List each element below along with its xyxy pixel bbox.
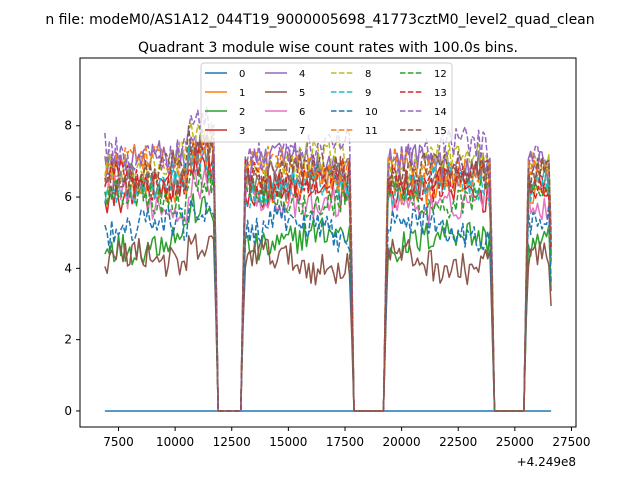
series-line-12 — [104, 166, 552, 412]
series-line-2 — [104, 193, 552, 412]
x-tick-label: 25000 — [496, 435, 534, 449]
x-tick-label: 12500 — [213, 435, 251, 449]
legend-entry: 7 — [265, 126, 305, 137]
x-tick-label: 22500 — [439, 435, 477, 449]
legend-label: 1 — [239, 88, 245, 99]
x-offset-text: +4.249e8 — [517, 455, 576, 469]
legend-entry: 11 — [331, 126, 378, 137]
y-tick-label: 6 — [64, 190, 72, 204]
legend-label: 9 — [365, 88, 371, 99]
legend-entry: 5 — [265, 88, 305, 99]
series-line-11 — [104, 138, 552, 412]
legend-label: 0 — [239, 69, 245, 80]
legend-label: 15 — [434, 126, 447, 137]
legend-frame — [200, 62, 453, 143]
series-line-15 — [104, 125, 552, 412]
y-tick-label: 4 — [64, 261, 72, 275]
series-line-13 — [104, 139, 552, 412]
legend-label: 6 — [299, 107, 305, 118]
legend-entry: 13 — [400, 88, 447, 99]
plot-area: 7500 10000 12500 15000 17500 20000 22500 25000 2… — [64, 57, 591, 469]
legend-entry: 6 — [265, 107, 305, 118]
chart-title: Quadrant 3 module wise count rates with … — [138, 40, 518, 56]
legend-label: 4 — [299, 69, 305, 80]
chart-suptitle: n file: modeM0/AS1A12_044T19_9000005698_… — [45, 12, 594, 28]
x-tick-label: 17500 — [326, 435, 364, 449]
y-tick-label: 2 — [64, 333, 72, 347]
legend-entry: 9 — [331, 88, 371, 99]
legend-label: 14 — [434, 107, 447, 118]
legend-label: 8 — [365, 69, 371, 80]
x-tick-label: 15000 — [269, 435, 307, 449]
legend-entry: 14 — [400, 107, 447, 118]
legend-label: 10 — [365, 107, 378, 118]
legend-entry: 4 — [265, 69, 305, 80]
y-axis: 0 2 4 6 8 — [64, 119, 80, 418]
legend-label: 7 — [299, 126, 305, 137]
legend-entry: 12 — [400, 69, 447, 80]
series-line-14 — [104, 106, 552, 412]
series-layer — [104, 106, 552, 412]
axes-frame — [79, 57, 577, 428]
legend-label: 3 — [239, 126, 245, 137]
legend-entry: 10 — [331, 107, 378, 118]
legend-label: 12 — [434, 69, 447, 80]
legend-label: 11 — [365, 126, 378, 137]
x-tick-label: 10000 — [156, 435, 194, 449]
legend-entry: 0 — [205, 69, 245, 80]
y-tick-label: 8 — [64, 119, 72, 133]
legend-entry: 2 — [205, 107, 245, 118]
legend-label: 13 — [434, 88, 447, 99]
legend-entry: 3 — [205, 126, 245, 137]
legend-entry: 8 — [331, 69, 371, 80]
x-tick-label: 20000 — [383, 435, 421, 449]
x-tick-label: 27500 — [552, 435, 590, 449]
series-line-5 — [104, 233, 552, 412]
legend-label: 5 — [299, 88, 305, 99]
legend-label: 2 — [239, 107, 245, 118]
x-axis: 7500 10000 12500 15000 17500 20000 22500 25000 2… — [103, 427, 591, 449]
legend-entry: 15 — [400, 126, 447, 137]
y-tick-label: 0 — [64, 404, 72, 418]
legend-entry: 1 — [205, 88, 245, 99]
x-tick-label: 7500 — [103, 435, 134, 449]
